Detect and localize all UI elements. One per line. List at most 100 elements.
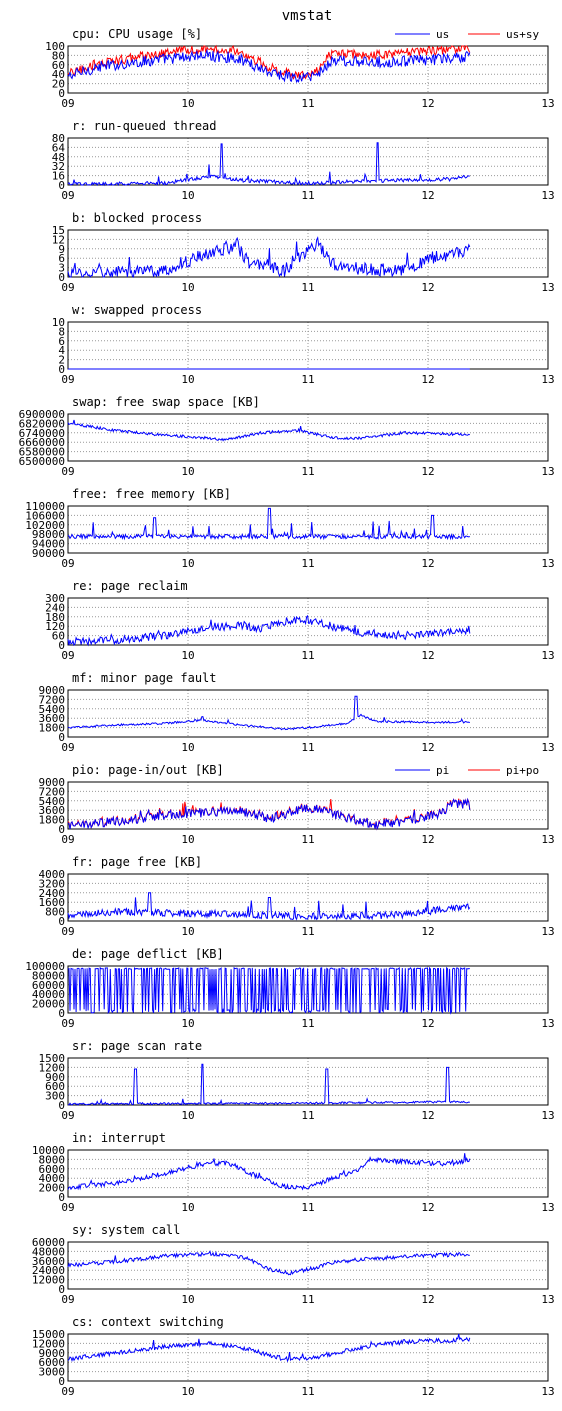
y-tick-label: 8 — [58, 325, 65, 338]
y-tick-label: 0 — [58, 1007, 65, 1020]
series-line-us — [67, 48, 471, 84]
y-tick-label: 1600 — [39, 896, 66, 909]
y-tick-label: 4000 — [39, 1172, 66, 1185]
x-tick-label: 13 — [541, 373, 554, 386]
y-tick-label: 6000 — [39, 1356, 66, 1369]
plot-frame — [67, 137, 549, 186]
y-tick-label: 24000 — [32, 1264, 65, 1277]
y-tick-label: 60 — [52, 630, 65, 643]
x-tick-label: 09 — [61, 925, 74, 938]
x-tick-label: 11 — [301, 557, 314, 570]
series-line-free — [67, 507, 470, 541]
y-tick-label: 0 — [58, 87, 65, 100]
x-tick-label: 13 — [541, 741, 554, 754]
x-tick-label: 12 — [421, 1109, 434, 1122]
x-tick-label: 13 — [541, 1109, 554, 1122]
x-tick-label: 12 — [421, 833, 434, 846]
legend-label: us+sy — [506, 28, 539, 41]
x-tick-label: 09 — [61, 373, 74, 386]
y-tick-label: 0 — [58, 271, 65, 284]
x-tick-label: 13 — [541, 557, 554, 570]
y-tick-label: 80 — [52, 49, 65, 62]
x-tick-label: 11 — [301, 1109, 314, 1122]
y-tick-label: 300 — [45, 592, 65, 605]
x-tick-label: 13 — [541, 97, 554, 110]
x-tick-label: 10 — [181, 97, 194, 110]
series-line-in — [67, 1153, 471, 1191]
series-line-r — [67, 142, 470, 187]
plot-frame — [67, 965, 549, 1014]
x-tick-label: 13 — [541, 925, 554, 938]
y-tick-label: 6500000 — [19, 455, 65, 468]
y-tick-label: 3 — [58, 262, 65, 275]
chart-title: re: page reclaim — [72, 579, 188, 593]
chart-de: de: page deflict [KB] 0200004000060000800… — [25, 947, 554, 1030]
y-tick-label: 6820000 — [19, 417, 65, 430]
y-tick-label: 10 — [52, 316, 65, 329]
x-tick-label: 09 — [61, 1293, 74, 1306]
x-tick-label: 13 — [541, 1293, 554, 1306]
x-tick-label: 11 — [301, 1201, 314, 1214]
x-tick-label: 11 — [301, 1017, 314, 1030]
y-tick-label: 0 — [58, 179, 65, 192]
x-tick-label: 12 — [421, 557, 434, 570]
y-tick-label: 3600 — [39, 804, 66, 817]
y-tick-label: 9000 — [39, 684, 66, 697]
chart-title: b: blocked process — [72, 211, 202, 225]
chart-free: free: free memory [KB] 900009400098000102… — [25, 487, 554, 570]
x-tick-label: 12 — [421, 741, 434, 754]
chart-mf: mf: minor page fault 01800360054007200900… — [39, 671, 555, 754]
y-tick-label: 60000 — [32, 979, 65, 992]
series-line-sr — [67, 1063, 470, 1106]
x-tick-label: 12 — [421, 925, 434, 938]
y-tick-label: 110000 — [25, 500, 65, 513]
x-tick-label: 09 — [61, 97, 74, 110]
series-line-mf — [67, 695, 471, 731]
x-tick-label: 11 — [301, 741, 314, 754]
x-tick-label: 11 — [301, 1385, 314, 1398]
series-line-cs — [67, 1333, 471, 1363]
chart-title: de: page deflict [KB] — [72, 947, 224, 961]
y-tick-label: 106000 — [25, 509, 65, 522]
y-tick-label: 6740000 — [19, 427, 65, 440]
y-tick-label: 15000 — [32, 1328, 65, 1341]
x-tick-label: 12 — [421, 465, 434, 478]
x-tick-label: 09 — [61, 281, 74, 294]
y-tick-label: 48000 — [32, 1245, 65, 1258]
x-tick-label: 10 — [181, 1109, 194, 1122]
x-tick-label: 12 — [421, 1017, 434, 1030]
y-tick-label: 4 — [58, 344, 65, 357]
x-tick-label: 10 — [181, 833, 194, 846]
x-tick-label: 09 — [61, 465, 74, 478]
x-tick-label: 12 — [421, 649, 434, 662]
y-tick-label: 7200 — [39, 693, 66, 706]
chart-title: swap: free swap space [KB] — [72, 395, 260, 409]
chart-title: r: run-queued thread — [72, 119, 217, 133]
series-line-pi+po — [67, 798, 471, 831]
y-tick-label: 9000 — [39, 1347, 66, 1360]
x-tick-label: 11 — [301, 189, 314, 202]
chart-title: cs: context switching — [72, 1315, 224, 1329]
x-tick-label: 11 — [301, 649, 314, 662]
chart-title: cpu: CPU usage [%] — [72, 27, 202, 41]
y-tick-label: 6 — [58, 252, 65, 265]
plot-frame — [67, 873, 549, 922]
series-line-re — [67, 614, 471, 647]
chart-title: sr: page scan rate — [72, 1039, 202, 1053]
x-tick-label: 10 — [181, 741, 194, 754]
x-tick-label: 12 — [421, 1293, 434, 1306]
x-tick-label: 11 — [301, 281, 314, 294]
y-tick-label: 12 — [52, 233, 65, 246]
y-tick-label: 15 — [52, 224, 65, 237]
x-tick-label: 11 — [301, 465, 314, 478]
legend-label: pi — [436, 764, 449, 777]
plot-frame — [67, 1333, 549, 1382]
series-line-sy — [67, 1250, 470, 1276]
y-tick-label: 300 — [45, 1090, 65, 1103]
